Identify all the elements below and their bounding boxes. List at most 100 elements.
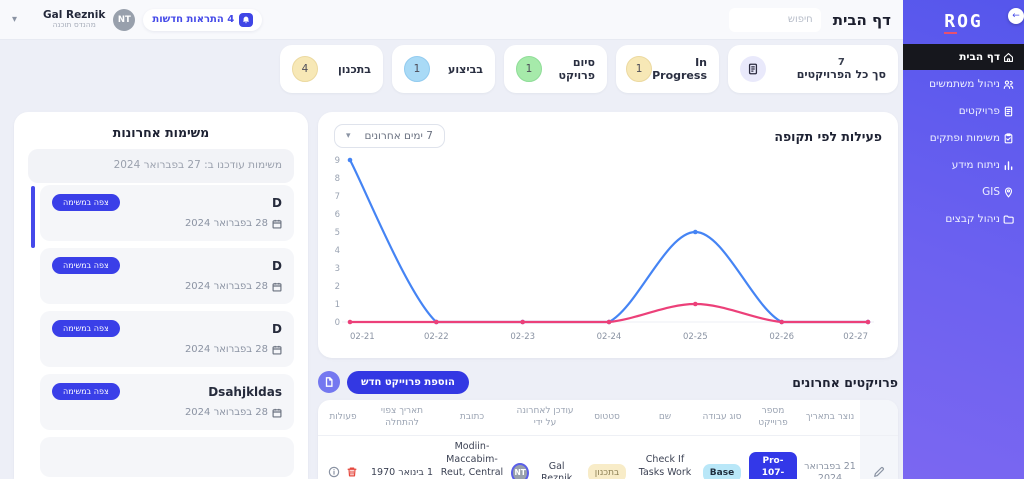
bell-icon [239,12,254,27]
col-status: סטטוס [594,411,620,422]
task-date: 28 בפברואר 2024 [184,344,268,355]
sidebar-item-label: GIS [982,186,1000,198]
col-created: נוצר בתאריך [805,411,855,422]
task-title: Dsahjkldas [208,384,282,399]
topbar-user-cluster: 4 התראות חדשות NT Gal Reznik מהנדס תוכנה… [12,8,263,31]
info-icon [329,466,340,477]
card-count-badge: 4 [292,56,318,82]
tasks-list: D צפה במשימה 28 בפברואר 2024 D צפה במשימ… [40,185,294,479]
user-name: Gal Reznik [43,9,106,22]
col-address: כתובת [459,411,485,422]
bar-chart-icon [1004,160,1013,170]
sidebar-item-projects[interactable]: פרויקטים [903,98,1024,124]
chevron-down-icon[interactable]: ▾ [12,14,18,25]
svg-text:02-25: 02-25 [683,332,708,342]
task-list-item: D צפה במשימה 28 בפברואר 2024 [40,248,294,304]
task-list-item: D צפה במשימה 28 בפברואר 2024 [40,185,294,241]
task-title: D [272,195,282,210]
card-label: סך כל הפרויקטים [796,68,886,81]
sidebar-item-analytics[interactable]: ניתוח מידע [903,152,1024,178]
col-updated-by: עודכן לאחרונה על ידי [516,406,574,428]
col-project-number: מספר פרוייקט [758,406,788,428]
sidebar-item-users[interactable]: ניהול משתמשים [903,71,1024,97]
svg-text:02-22: 02-22 [424,332,449,342]
search-input[interactable] [728,7,821,32]
col-actions: פעולות [329,411,357,422]
svg-text:7: 7 [335,192,340,202]
card-total-projects: 7 סך כל הפרויקטים [728,45,898,93]
sidebar-nav: דף הבית ניהול משתמשים פרויקטים משימות ופ… [903,44,1024,232]
topbar: דף הבית 4 התראות חדשות NT Gal Reznik מהנ… [0,0,903,40]
svg-text:2: 2 [335,282,340,292]
view-task-button[interactable]: צפה במשימה [52,383,120,400]
svg-text:4: 4 [335,246,340,256]
calendar-icon [272,408,282,418]
card-label: בתכנון [338,62,371,76]
svg-text:02-23: 02-23 [510,332,535,342]
task-list-item-partial [40,437,294,477]
recent-tasks-panel: משימות אחרונות משימות עודכנו ב: 27 בפברו… [14,112,308,479]
card-count-badge: 1 [626,56,653,82]
updated-by-name: Gal Reznik [541,460,573,479]
tasks-scrollbar[interactable] [31,186,35,248]
card-planning: בתכנון 4 [280,45,383,93]
add-project-button[interactable]: הוספת פרוייקט חדש [347,370,469,394]
avatar[interactable]: NT [113,8,136,31]
task-list-item: Dsahjkldas צפה במשימה 28 בפברואר 2024 [40,374,294,430]
project-name-cell: Check If Tasks Work After Adding [632,435,698,479]
view-task-button[interactable]: צפה במשימה [52,320,120,337]
expected-start-cell: 1 בינואר 1970 [368,435,436,479]
info-button[interactable] [327,465,341,479]
user-menu[interactable]: Gal Reznik מהנדס תוכנה [43,9,105,30]
project-number-badge: Pro-107-2024 [749,451,797,479]
svg-text:02-26: 02-26 [769,332,794,342]
card-label: סיום פרויקט [558,56,595,82]
edit-button[interactable] [872,465,886,479]
card-value: 7 [837,57,845,68]
col-name: שם [658,411,672,422]
new-document-icon-button[interactable] [318,371,340,393]
task-date: 28 בפברואר 2024 [184,281,268,292]
sidebar-item-tasks[interactable]: משימות ופתקים [903,125,1024,151]
date-range-dropdown[interactable]: 7 ימים אחרונים ▾ [334,124,445,148]
svg-text:3: 3 [335,264,340,274]
map-pin-icon [1004,186,1013,197]
delete-button[interactable] [345,465,359,479]
sidebar-item-gis[interactable]: GIS [903,179,1024,205]
sidebar: ROG ← דף הבית ניהול משתמשים פרויקטים משי… [903,0,1024,479]
view-task-button[interactable]: צפה במשימה [52,194,120,211]
updated-by-cell: Gal Reznik NT [511,461,579,479]
sidebar-item-label: פרויקטים [958,105,1000,117]
trash-icon [347,467,356,476]
svg-text:02-24: 02-24 [597,332,622,342]
notifications-button[interactable]: 4 התראות חדשות [143,8,263,31]
status-badge: בתכנון [587,464,627,479]
folder-icon [1003,214,1014,224]
pencil-icon [874,466,885,477]
task-title: D [272,321,282,336]
svg-text:1: 1 [335,300,340,310]
activity-chart-card: פעילות לפי תקופה 7 ימים אחרונים ▾ 0 1 2 3 4 5… [318,112,898,358]
sidebar-item-files[interactable]: ניהול קבצים [903,206,1024,232]
chevron-down-icon: ▾ [346,131,351,141]
task-date: 28 בפברואר 2024 [184,218,268,229]
sidebar-item-label: משימות ופתקים [929,132,1000,144]
calendar-icon [272,282,282,292]
col-edit [860,400,898,436]
card-executing: בביצוע 1 [392,45,495,93]
home-icon [1004,52,1013,62]
avatar: NT [511,463,530,479]
card-label: בביצוע [448,62,483,76]
document-icon [325,377,333,387]
clipboard-icon [1004,132,1013,143]
user-role: מהנדס תוכנה [52,20,96,30]
sidebar-item-home[interactable]: דף הבית [903,44,1024,70]
table-row: 21 בפברואר 2024 Pro-107-2024 Base Check … [318,435,898,479]
work-type-badge: Base [702,464,742,479]
created-date-cell: 21 בפברואר 2024 [800,435,860,479]
tasks-title: משימות אחרונות [112,125,210,140]
view-task-button[interactable]: צפה במשימה [52,257,120,274]
sidebar-collapse-button[interactable]: ← [1008,8,1024,24]
sidebar-item-label: ניהול קבצים [945,213,1000,225]
svg-text:5: 5 [335,228,340,238]
